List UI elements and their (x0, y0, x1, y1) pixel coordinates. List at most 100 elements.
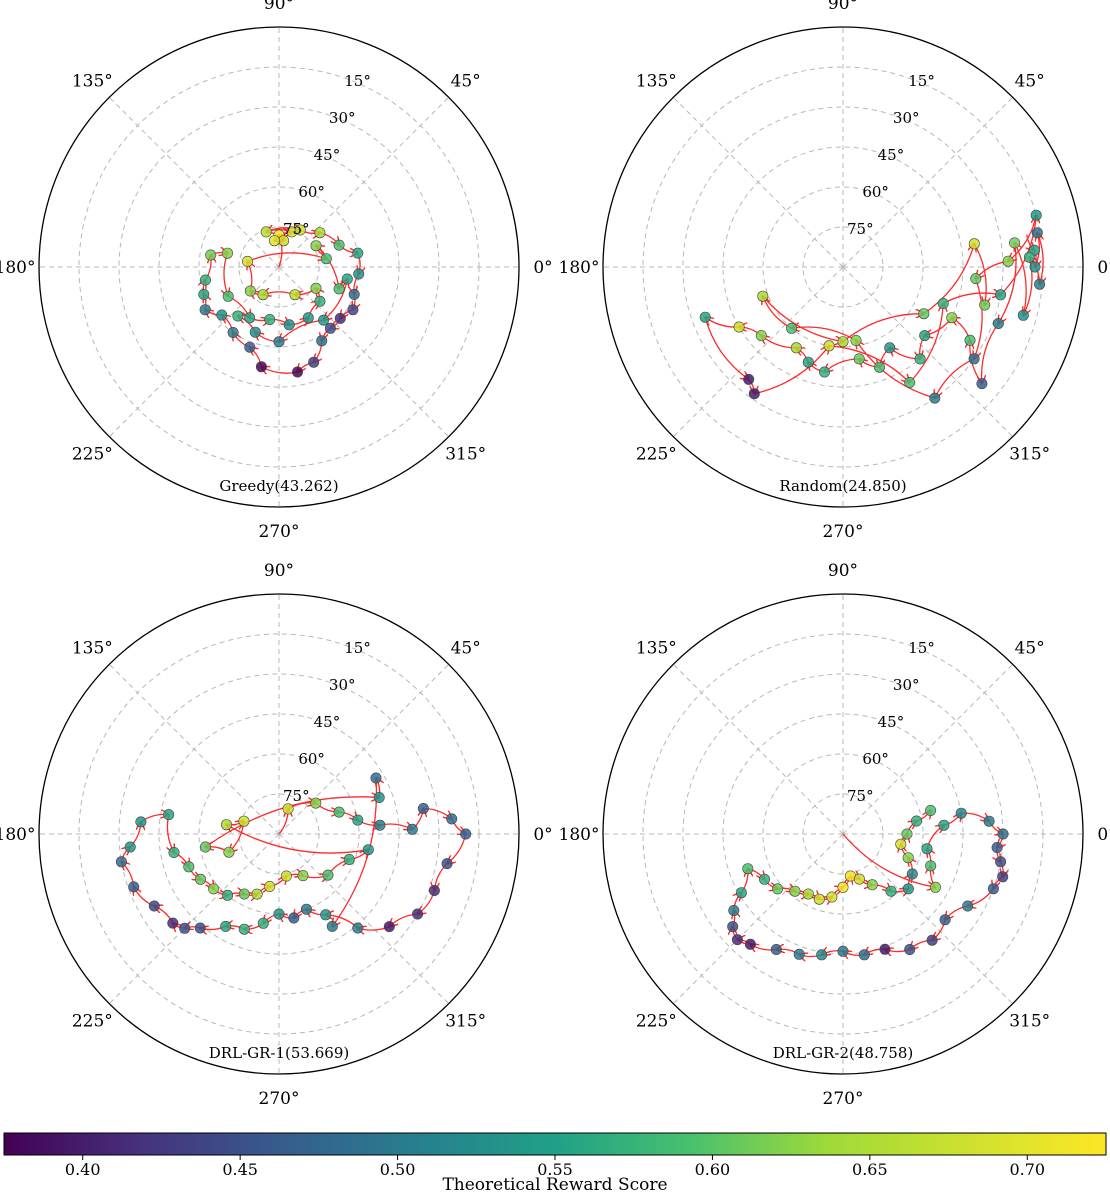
trajectory-point (222, 889, 234, 901)
polar-panel-random: 0° 45° 90° 135° 180° 225° 270° 315° 15° 30° 45° 60… (559, 0, 1110, 542)
elevation-ring (118, 106, 440, 428)
elevation-ring (682, 106, 1004, 428)
polar-panel-greedy: 0° 45° 90° 135° 180° 225° 270° 315° 15° 30° 45° 60… (0, 0, 553, 542)
trajectory-point (1029, 261, 1041, 273)
colorbar-tick-label: 0.50 (380, 1160, 416, 1179)
angle-tick-label: 315° (445, 445, 486, 465)
angle-tick-label: 135° (72, 71, 113, 91)
trajectory-point (866, 879, 878, 891)
trajectory-point (264, 880, 276, 892)
trajectory-point (441, 858, 453, 870)
trajectory-arrow (842, 833, 935, 887)
trajectory-point (297, 870, 309, 882)
trajectory-point (316, 335, 328, 347)
trajectory-point (179, 922, 191, 934)
trajectory-point (970, 273, 982, 285)
angle-tick-label: 90° (264, 561, 294, 581)
trajectory-point (273, 908, 285, 920)
trajectory-point (220, 920, 232, 932)
trajectory-point (802, 356, 814, 368)
trajectory-point (333, 283, 345, 295)
trajectory-point (199, 304, 211, 316)
trajectory-point (991, 841, 1003, 853)
trajectory-point (244, 312, 256, 324)
trajectory-point (793, 948, 805, 960)
trajectory-point (918, 308, 930, 320)
elevation-ring-label: 45° (314, 713, 341, 731)
trajectory-point (280, 870, 292, 882)
trajectory-point (148, 900, 160, 912)
trajectory-point (200, 274, 212, 286)
trajectory-point (255, 361, 267, 373)
trajectory-point (902, 852, 914, 864)
trajectory-point (227, 326, 239, 338)
trajectory-point (786, 322, 798, 334)
elevation-ring (118, 673, 440, 995)
trajectory-point (733, 321, 745, 333)
trajectory-point (850, 334, 862, 346)
trajectory-point (964, 334, 976, 346)
trajectory-point (1030, 209, 1042, 221)
trajectory-points (198, 224, 365, 378)
trajectory-point (320, 253, 332, 265)
trajectory-point (929, 881, 941, 893)
trajectory-point (818, 366, 830, 378)
trajectory-point (115, 856, 127, 868)
trajectory-arrow (842, 314, 924, 343)
polar-outer-ring (602, 593, 1084, 1075)
elevation-ring-labels: 15° 30° 45° 60° 75° (283, 639, 371, 805)
trajectory-point (268, 235, 280, 247)
trajectory-arrow (792, 327, 857, 342)
elevation-ring-label: 60° (862, 183, 889, 201)
panel-title: Random(24.850) (779, 477, 906, 495)
trajectory-point (168, 846, 180, 858)
polar-outer-ring (602, 26, 1084, 508)
colorbar-gradient (3, 1132, 1107, 1156)
elevation-ring-labels: 15° 30° 45° 60° 75° (283, 72, 371, 238)
trajectory-point (884, 342, 896, 354)
trajectory-point (208, 883, 220, 895)
elevation-ring-labels: 15° 30° 45° 60° 75° (847, 639, 935, 805)
elevation-ring-label: 15° (908, 639, 935, 657)
elevation-ring-label: 60° (298, 750, 325, 768)
elevation-ring (762, 186, 924, 348)
polar-panel-drl-gr-1: 0° 45° 90° 135° 180° 225° 270° 315° 15° 30° 45° 60… (0, 561, 553, 1109)
trajectory-point (352, 247, 364, 259)
trajectory-point (979, 299, 991, 311)
trajectory-point (976, 378, 988, 390)
trajectory-point (251, 888, 263, 900)
trajectory-point (837, 881, 849, 893)
elevation-ring (198, 753, 360, 915)
trajectory-point (318, 314, 330, 326)
trajectory-point (183, 861, 195, 873)
trajectory-arrow (224, 252, 228, 296)
trajectory-point (412, 908, 424, 920)
trajectory-point (757, 290, 769, 302)
trajectory-point (955, 807, 967, 819)
trajectory-point (728, 904, 740, 916)
trajectory-point (858, 949, 870, 961)
trajectory-point (352, 922, 364, 934)
trajectory-point (300, 903, 312, 915)
trajectory-point (992, 317, 1004, 329)
trajectory-point (997, 871, 1009, 883)
trajectory-point (816, 949, 828, 961)
elevation-ring-label: 75° (847, 220, 874, 238)
elevation-ring-labels: 15° 30° 45° 60° 75° (847, 72, 935, 238)
angle-tick-label: 0° (1097, 825, 1110, 845)
trajectory-point (995, 289, 1007, 301)
colorbar-tick-label: 0.60 (695, 1160, 731, 1179)
angle-tick-label: 315° (445, 1012, 486, 1032)
trajectory-point (1031, 227, 1043, 239)
trajectory-point (790, 342, 802, 354)
elevation-ring-label: 15° (908, 72, 935, 90)
trajectory-point (324, 322, 336, 334)
trajectory-point (902, 883, 914, 895)
angle-tick-label: 270° (259, 522, 300, 542)
trajectory-point (731, 934, 743, 946)
trajectory-point (283, 319, 295, 331)
trajectory-point (1002, 255, 1014, 267)
trajectory-point (244, 285, 256, 297)
trajectory-points (699, 209, 1046, 404)
angle-spoke (108, 96, 280, 268)
